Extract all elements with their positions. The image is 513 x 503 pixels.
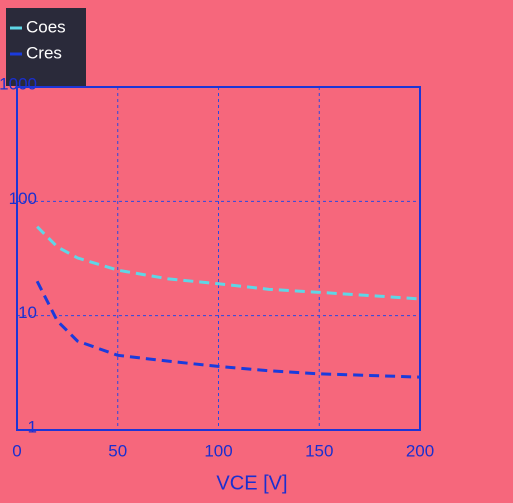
- x-tick-label: 0: [12, 441, 21, 460]
- legend-label: Coes: [26, 17, 66, 36]
- y-tick-label: 1000: [0, 74, 37, 93]
- y-tick-label: 100: [9, 189, 37, 208]
- x-tick-label: 150: [305, 441, 333, 460]
- y-tick-label: 10: [18, 303, 37, 322]
- x-axis-label: VCE [V]: [216, 472, 287, 494]
- page: {"chart_data": {"type": "line", "x_label…: [0, 0, 513, 503]
- y-tick-label: 1: [28, 417, 37, 436]
- legend-label: Cres: [26, 43, 62, 62]
- x-tick-label: 100: [204, 441, 232, 460]
- x-tick-label: 50: [108, 441, 127, 460]
- chart: VCE [V] 1 10 100 1000 0 50 100 150 200 Coes Cres: [0, 0, 513, 503]
- x-tick-label: 200: [406, 441, 434, 460]
